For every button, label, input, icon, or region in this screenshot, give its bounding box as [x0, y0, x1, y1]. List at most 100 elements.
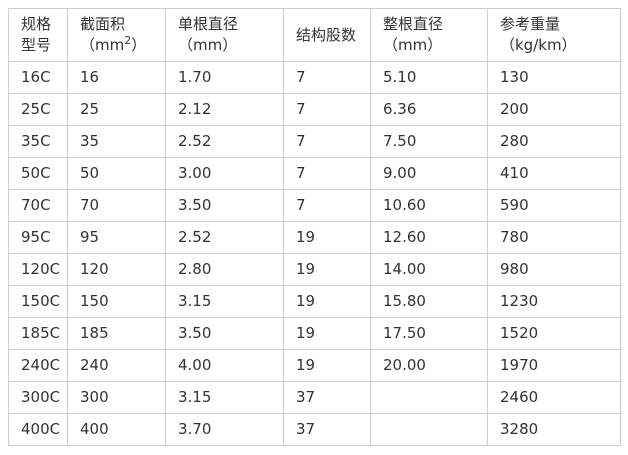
- cell-area: 185: [67, 317, 166, 350]
- cell-strands: 7: [283, 157, 371, 190]
- cell-single-diameter: 2.52: [165, 125, 284, 158]
- cell-strands: 7: [283, 125, 371, 158]
- table-row: 95C 95 2.52 19 12.60 780: [8, 221, 621, 254]
- cell-weight: 780: [487, 221, 621, 254]
- cell-overall-diameter: 7.50: [370, 125, 488, 158]
- header-area-label: 截面积: [80, 15, 126, 33]
- cell-single-diameter: 4.00: [165, 349, 284, 382]
- cell-area: 50: [67, 157, 166, 190]
- cell-spec: 120C: [8, 253, 68, 286]
- cell-area: 400: [67, 413, 166, 446]
- cell-strands: 7: [283, 189, 371, 222]
- cell-weight: 3280: [487, 413, 621, 446]
- cell-overall-diameter: [370, 413, 488, 446]
- table-row: 240C 240 4.00 19 20.00 1970: [8, 349, 621, 382]
- cell-single-diameter: 2.80: [165, 253, 284, 286]
- cell-overall-diameter: 10.60: [370, 189, 488, 222]
- cell-area: 35: [67, 125, 166, 158]
- cell-spec: 400C: [8, 413, 68, 446]
- header-weight-label: 参考重量: [500, 15, 561, 33]
- header-area-unit-post: ）: [131, 36, 147, 54]
- cell-spec: 35C: [8, 125, 68, 158]
- header-weight-unit: （kg/km）: [500, 36, 577, 54]
- cell-overall-diameter: 5.10: [370, 61, 488, 94]
- cell-strands: 19: [283, 349, 371, 382]
- header-overall-diameter-unit: （mm）: [383, 36, 443, 54]
- header-single-diameter-label: 单根直径: [178, 15, 239, 33]
- header-single-diameter: 单根直径 （mm）: [165, 8, 284, 62]
- cell-strands: 37: [283, 413, 371, 446]
- header-spec: 规格型号: [8, 8, 68, 62]
- cell-overall-diameter: 20.00: [370, 349, 488, 382]
- cell-strands: 19: [283, 221, 371, 254]
- cell-overall-diameter: 15.80: [370, 285, 488, 318]
- cell-weight: 130: [487, 61, 621, 94]
- cell-spec: 300C: [8, 381, 68, 414]
- header-weight: 参考重量 （kg/km）: [487, 8, 621, 62]
- cell-area: 240: [67, 349, 166, 382]
- cell-single-diameter: 2.52: [165, 221, 284, 254]
- cell-spec: 240C: [8, 349, 68, 382]
- cell-weight: 2460: [487, 381, 621, 414]
- cell-single-diameter: 2.12: [165, 93, 284, 126]
- header-area-unit: （mm2）: [80, 35, 159, 56]
- cell-weight: 410: [487, 157, 621, 190]
- cell-spec: 50C: [8, 157, 68, 190]
- cell-spec: 150C: [8, 285, 68, 318]
- cell-area: 150: [67, 285, 166, 318]
- header-overall-diameter-label: 整根直径: [383, 15, 444, 33]
- cable-spec-table: 规格型号 截面积 （mm2） 单根直径 （mm） 结构股数 整根直径 （mm） …: [8, 8, 621, 446]
- cell-strands: 7: [283, 61, 371, 94]
- table-row: 70C 70 3.50 7 10.60 590: [8, 189, 621, 222]
- cell-area: 120: [67, 253, 166, 286]
- cell-overall-diameter: 17.50: [370, 317, 488, 350]
- cell-weight: 1970: [487, 349, 621, 382]
- cell-area: 16: [67, 61, 166, 94]
- cell-strands: 37: [283, 381, 371, 414]
- cell-overall-diameter: [370, 381, 488, 414]
- header-strands-label: 结构股数: [296, 25, 357, 44]
- cell-overall-diameter: 14.00: [370, 253, 488, 286]
- header-overall-diameter: 整根直径 （mm）: [370, 8, 488, 62]
- header-spec-label: 规格型号: [21, 15, 52, 54]
- table-row: 150C 150 3.15 19 15.80 1230: [8, 285, 621, 318]
- cell-spec: 95C: [8, 221, 68, 254]
- table-row: 400C 400 3.70 37 3280: [8, 413, 621, 446]
- cell-weight: 590: [487, 189, 621, 222]
- cell-weight: 280: [487, 125, 621, 158]
- cell-spec: 16C: [8, 61, 68, 94]
- table-row: 120C 120 2.80 19 14.00 980: [8, 253, 621, 286]
- cell-overall-diameter: 9.00: [370, 157, 488, 190]
- cell-single-diameter: 3.50: [165, 317, 284, 350]
- cell-weight: 200: [487, 93, 621, 126]
- cell-spec: 70C: [8, 189, 68, 222]
- cell-weight: 1230: [487, 285, 621, 318]
- cell-spec: 185C: [8, 317, 68, 350]
- cell-strands: 19: [283, 253, 371, 286]
- cell-area: 25: [67, 93, 166, 126]
- cell-overall-diameter: 12.60: [370, 221, 488, 254]
- cell-area: 300: [67, 381, 166, 414]
- header-area: 截面积 （mm2）: [67, 8, 166, 62]
- cell-single-diameter: 3.50: [165, 189, 284, 222]
- header-strands: 结构股数: [283, 8, 371, 62]
- cell-spec: 25C: [8, 93, 68, 126]
- cell-overall-diameter: 6.36: [370, 93, 488, 126]
- cell-strands: 19: [283, 285, 371, 318]
- table-row: 185C 185 3.50 19 17.50 1520: [8, 317, 621, 350]
- header-row: 规格型号 截面积 （mm2） 单根直径 （mm） 结构股数 整根直径 （mm） …: [8, 8, 621, 62]
- table-row: 16C 16 1.70 7 5.10 130: [8, 61, 621, 94]
- table-row: 50C 50 3.00 7 9.00 410: [8, 157, 621, 190]
- table-row: 300C 300 3.15 37 2460: [8, 381, 621, 414]
- cell-single-diameter: 3.70: [165, 413, 284, 446]
- cell-single-diameter: 3.15: [165, 285, 284, 318]
- cell-strands: 7: [283, 93, 371, 126]
- table-row: 35C 35 2.52 7 7.50 280: [8, 125, 621, 158]
- cell-single-diameter: 3.00: [165, 157, 284, 190]
- cell-strands: 19: [283, 317, 371, 350]
- table-row: 25C 25 2.12 7 6.36 200: [8, 93, 621, 126]
- cell-area: 95: [67, 221, 166, 254]
- cell-single-diameter: 3.15: [165, 381, 284, 414]
- header-single-diameter-unit: （mm）: [178, 36, 238, 54]
- cell-weight: 1520: [487, 317, 621, 350]
